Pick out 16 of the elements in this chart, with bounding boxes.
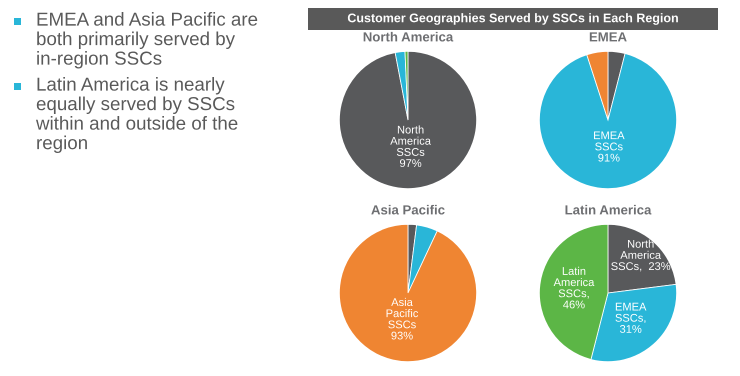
pie-slice [338, 50, 478, 190]
data-label: EMEA SSCs 91% [594, 132, 625, 162]
chart-title: Asia Pacific [371, 204, 445, 215]
chart-title: North America [364, 32, 454, 42]
text: Latin America is nearly equally served by SSCs within and outside of the region [36, 77, 238, 154]
data-label: EMEA SSCs, 31% [615, 302, 646, 333]
chart-title: Latin America [566, 204, 652, 215]
data-label: North America SSCs, 23% [611, 240, 670, 272]
pie-slice [538, 53, 678, 190]
text: EMEA and Asia Pacific are both primarily served by in-region SSCs [37, 12, 258, 69]
data-label: Asia Pacific SSCs 93% [386, 298, 418, 340]
text: Customer Geographies Served by SSCs in Each Region [348, 13, 678, 25]
data-label: Latin America SSCs, 46% [554, 266, 594, 308]
data-label: North America SSCs 97% [390, 125, 431, 168]
pie-slice [338, 224, 478, 362]
chart-title: EMEA [590, 32, 627, 42]
